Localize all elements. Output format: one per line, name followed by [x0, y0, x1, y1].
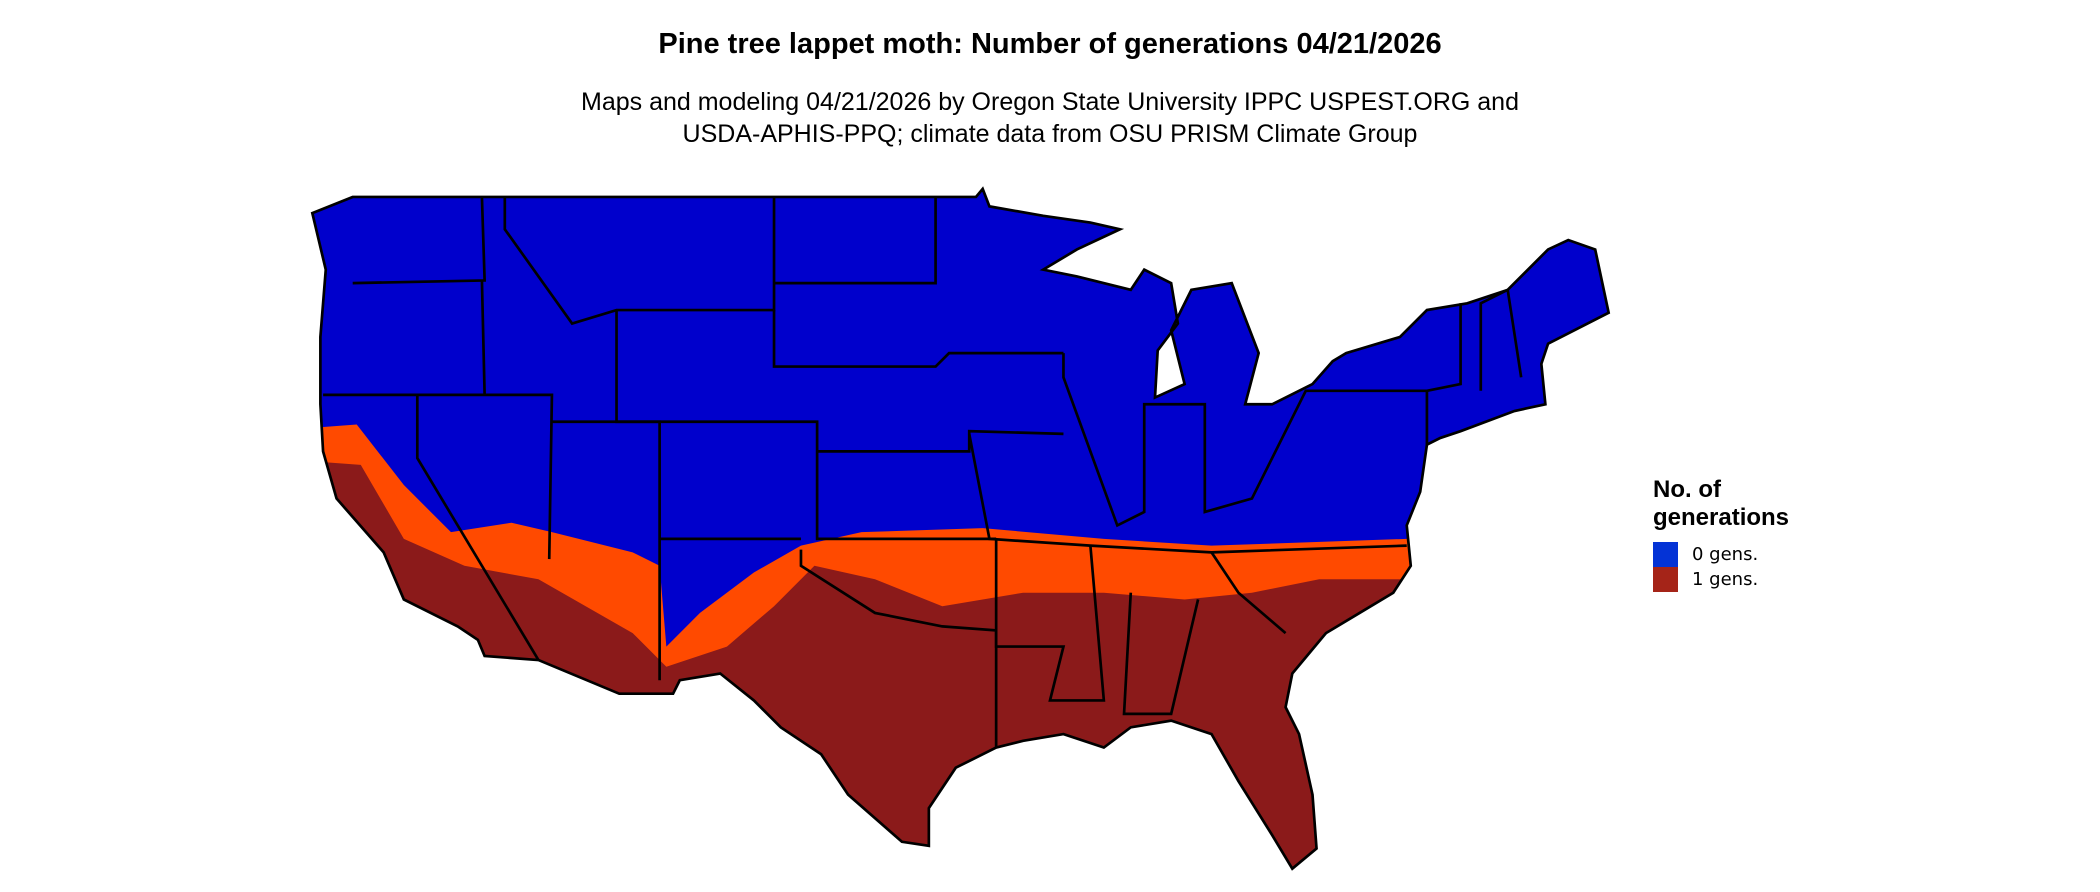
legend-item-0-gens: 0 gens.: [1653, 542, 1789, 567]
subtitle-line-2: USDA-APHIS-PPQ; climate data from OSU PR…: [682, 120, 1418, 148]
legend-swatch-1-gens: [1653, 567, 1678, 592]
state-borders: [310, 186, 1611, 871]
legend-title-line-2: generations: [1653, 504, 1790, 531]
legend-swatch-0-gens: [1653, 542, 1678, 567]
legend-title-line-1: No. of: [1653, 476, 1721, 503]
us-outline: [310, 186, 1611, 871]
map-title: Pine tree lappet moth: Number of generat…: [658, 28, 1442, 60]
legend: No. of generations 0 gens. 1 gens.: [1653, 476, 1789, 592]
map-fill: [312, 188, 1609, 869]
region-0-gens: [312, 188, 1609, 869]
subtitle-line-1: Maps and modeling 04/21/2026 by Oregon S…: [581, 88, 1519, 116]
legend-label: 1 gens.: [1692, 569, 1759, 590]
legend-label: 0 gens.: [1692, 544, 1759, 565]
map-subtitle: Maps and modeling 04/21/2026 by Oregon S…: [0, 86, 2100, 150]
legend-item-1-gens: 1 gens.: [1653, 567, 1789, 592]
